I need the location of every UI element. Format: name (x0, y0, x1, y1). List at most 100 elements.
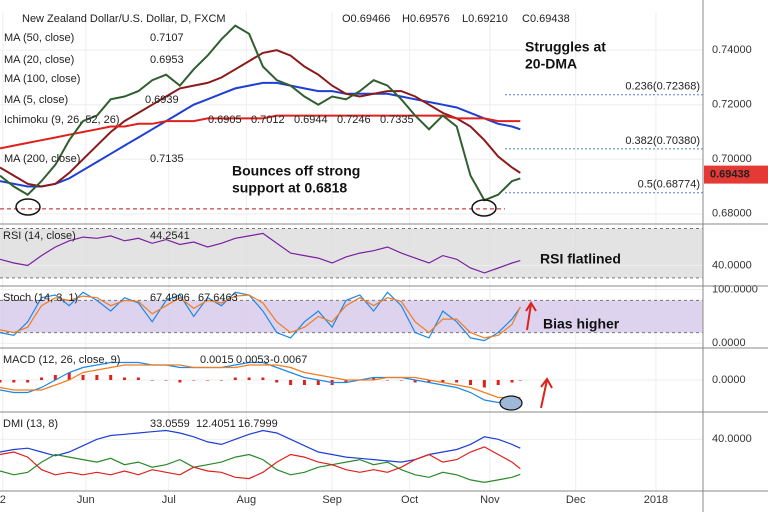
annotation: RSI flatlined (540, 251, 621, 267)
annotation: Bounces off strong (232, 163, 360, 179)
histogram-bar (275, 380, 279, 383)
pane-readout: 12.4051 (196, 418, 236, 430)
x-tick-label: Oct (401, 494, 418, 506)
legend-readout: 0.6953 (150, 54, 184, 66)
histogram-bar (67, 372, 71, 380)
y-tick-label: 0.72000 (712, 99, 752, 111)
legend-readout: 0.6939 (145, 94, 179, 106)
series-line (0, 453, 521, 484)
histogram-bar (123, 377, 127, 380)
chart-title: New Zealand Dollar/U.S. Dollar, D, FXCM (22, 13, 226, 25)
y-tick-label: 0.68000 (712, 208, 752, 220)
annotation: Bias higher (543, 316, 620, 332)
legend-name: MA (100, close) (4, 73, 80, 85)
x-tick-label: Aug (237, 494, 257, 506)
series-line (0, 361, 521, 404)
legend-readout: 0.7012 (251, 114, 285, 126)
y-tick-label: 40.0000 (712, 259, 752, 271)
series-line (0, 429, 521, 463)
y-tick-label: 0.74000 (712, 44, 752, 56)
pane-readout: 67.4906 (150, 292, 190, 304)
pane-title: Stoch (14, 3, 1) (3, 292, 78, 304)
last-price-label: 0.69438 (710, 169, 750, 181)
pane-readout: 0.0015 (200, 354, 234, 366)
pane-title: MACD (12, 26, close, 9) (3, 354, 120, 366)
legend-readout: 0.7335 (380, 114, 414, 126)
pane-readout: 67.6463 (198, 292, 238, 304)
series-line (0, 49, 521, 188)
histogram-bar (289, 380, 293, 385)
histogram-bar (40, 377, 44, 380)
text-layer: 2 Jun Jul Aug Sep Oct Nov Dec 2018 0.68000 0.70000… (0, 13, 758, 506)
x-tick-label: Sep (322, 494, 342, 506)
histogram-bar (261, 377, 265, 380)
y-tick-label: 0.0000 (712, 337, 746, 349)
legend-name: MA (200, close) (4, 153, 80, 165)
y-tick-label: 40.0000 (712, 433, 752, 445)
histogram-bar (192, 380, 196, 381)
histogram-bar (53, 375, 57, 380)
arrow-up (540, 377, 553, 409)
low-circle (15, 198, 41, 216)
fib-label: 0.236(0.72368) (625, 81, 700, 93)
series-line (0, 364, 521, 399)
indicator-band (0, 228, 703, 278)
histogram-bar (469, 380, 473, 385)
histogram-bar (81, 375, 85, 380)
histogram-bar (399, 380, 403, 381)
legend-readout: 0.7107 (150, 32, 184, 44)
x-tick-label: Jul (162, 494, 176, 506)
histogram-bar (510, 380, 514, 383)
y-tick-label: 0.70000 (712, 153, 752, 165)
legend-readout: 0.6905 (208, 114, 242, 126)
pane-title: RSI (14, close) (3, 230, 76, 242)
legend-readout: 0.6944 (294, 114, 328, 126)
histogram-bar (413, 380, 417, 383)
legend-name: MA (50, close) (4, 32, 74, 44)
pane-readout: 0.0053 (236, 354, 270, 366)
x-tick-label: Nov (480, 494, 500, 506)
legend-name: Ichimoku (9, 26, 52, 26) (4, 114, 120, 126)
annotation: 20-DMA (525, 56, 577, 72)
pane-readout: 44.2541 (150, 230, 190, 242)
pane-readout: 16.7999 (238, 418, 278, 430)
x-tick-label: Dec (566, 494, 586, 506)
histogram-bar (109, 375, 113, 380)
legend-readout: 0.7246 (337, 114, 371, 126)
histogram-bar (219, 380, 223, 381)
x-tick-label: 2 (0, 494, 6, 506)
histogram-bar (455, 380, 459, 383)
arrow-up (525, 301, 537, 331)
histogram-bar (441, 380, 445, 383)
histogram-bar (164, 380, 168, 381)
histogram-bar (247, 377, 251, 380)
histogram-bar (496, 380, 500, 385)
grid-layer (0, 12, 703, 491)
macd-circle (499, 395, 523, 411)
histogram-bar (302, 380, 306, 385)
histogram-bar (316, 380, 320, 385)
y-tick-label: 100.0000 (712, 284, 758, 296)
pane-readout: 33.0559 (150, 418, 190, 430)
series-line (0, 81, 521, 188)
ohlc-readout: C0.69438 (522, 13, 570, 25)
histogram-bar (372, 377, 376, 380)
series-line (0, 294, 521, 339)
histogram-bar (12, 380, 16, 383)
ohlc-readout: L0.69210 (462, 13, 508, 25)
histogram-bar (178, 380, 182, 383)
series-line (0, 114, 521, 150)
histogram-bar (26, 380, 30, 383)
histogram-bar (482, 380, 486, 388)
annotation: Struggles at (525, 39, 606, 55)
annotation: support at 0.6818 (232, 180, 347, 196)
ohlc-readout: H0.69576 (402, 13, 450, 25)
histogram-bar (233, 377, 237, 380)
indicator-band (0, 300, 703, 333)
series-line (0, 291, 521, 342)
legend-name: MA (20, close) (4, 54, 74, 66)
histogram-bar (427, 380, 431, 383)
histogram-bar (206, 380, 210, 381)
legend-readout: 0.7135 (150, 153, 184, 165)
